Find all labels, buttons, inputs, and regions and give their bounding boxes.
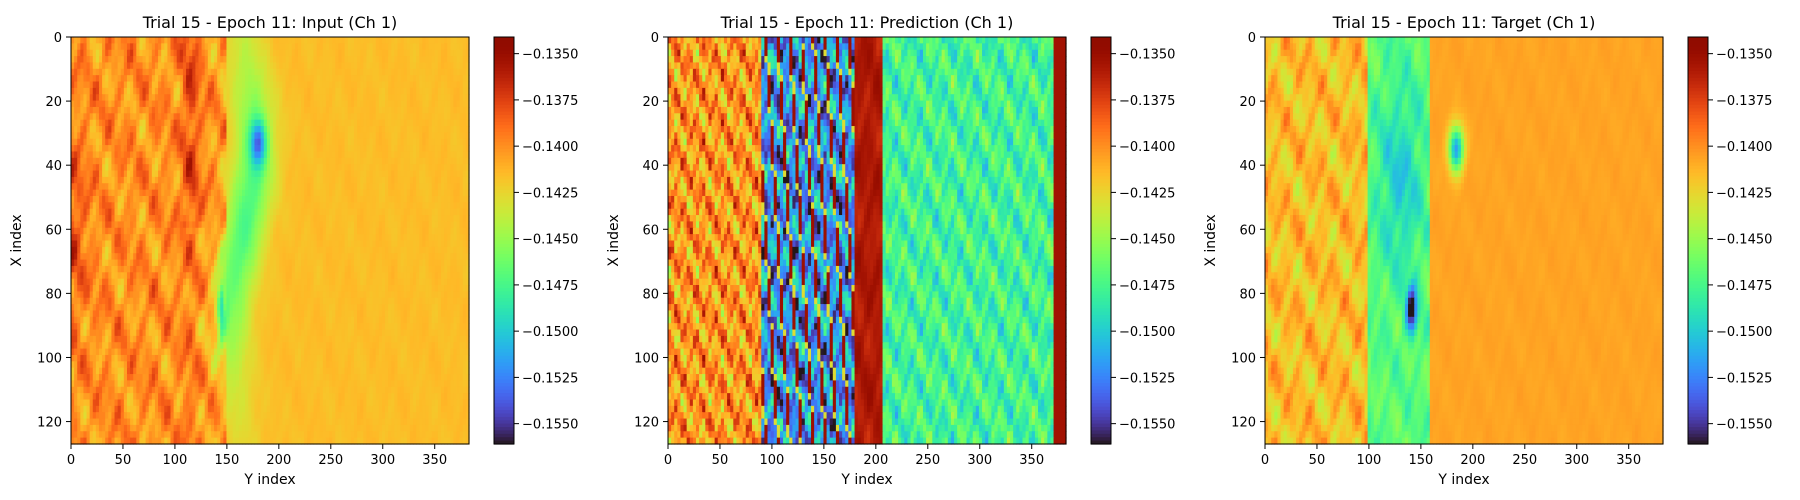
heatmap-panel-1: Trial 15 - Epoch 11: Input (Ch 1)0 50 100 1… bbox=[9, 13, 578, 488]
heatmap-cells bbox=[71, 37, 470, 445]
